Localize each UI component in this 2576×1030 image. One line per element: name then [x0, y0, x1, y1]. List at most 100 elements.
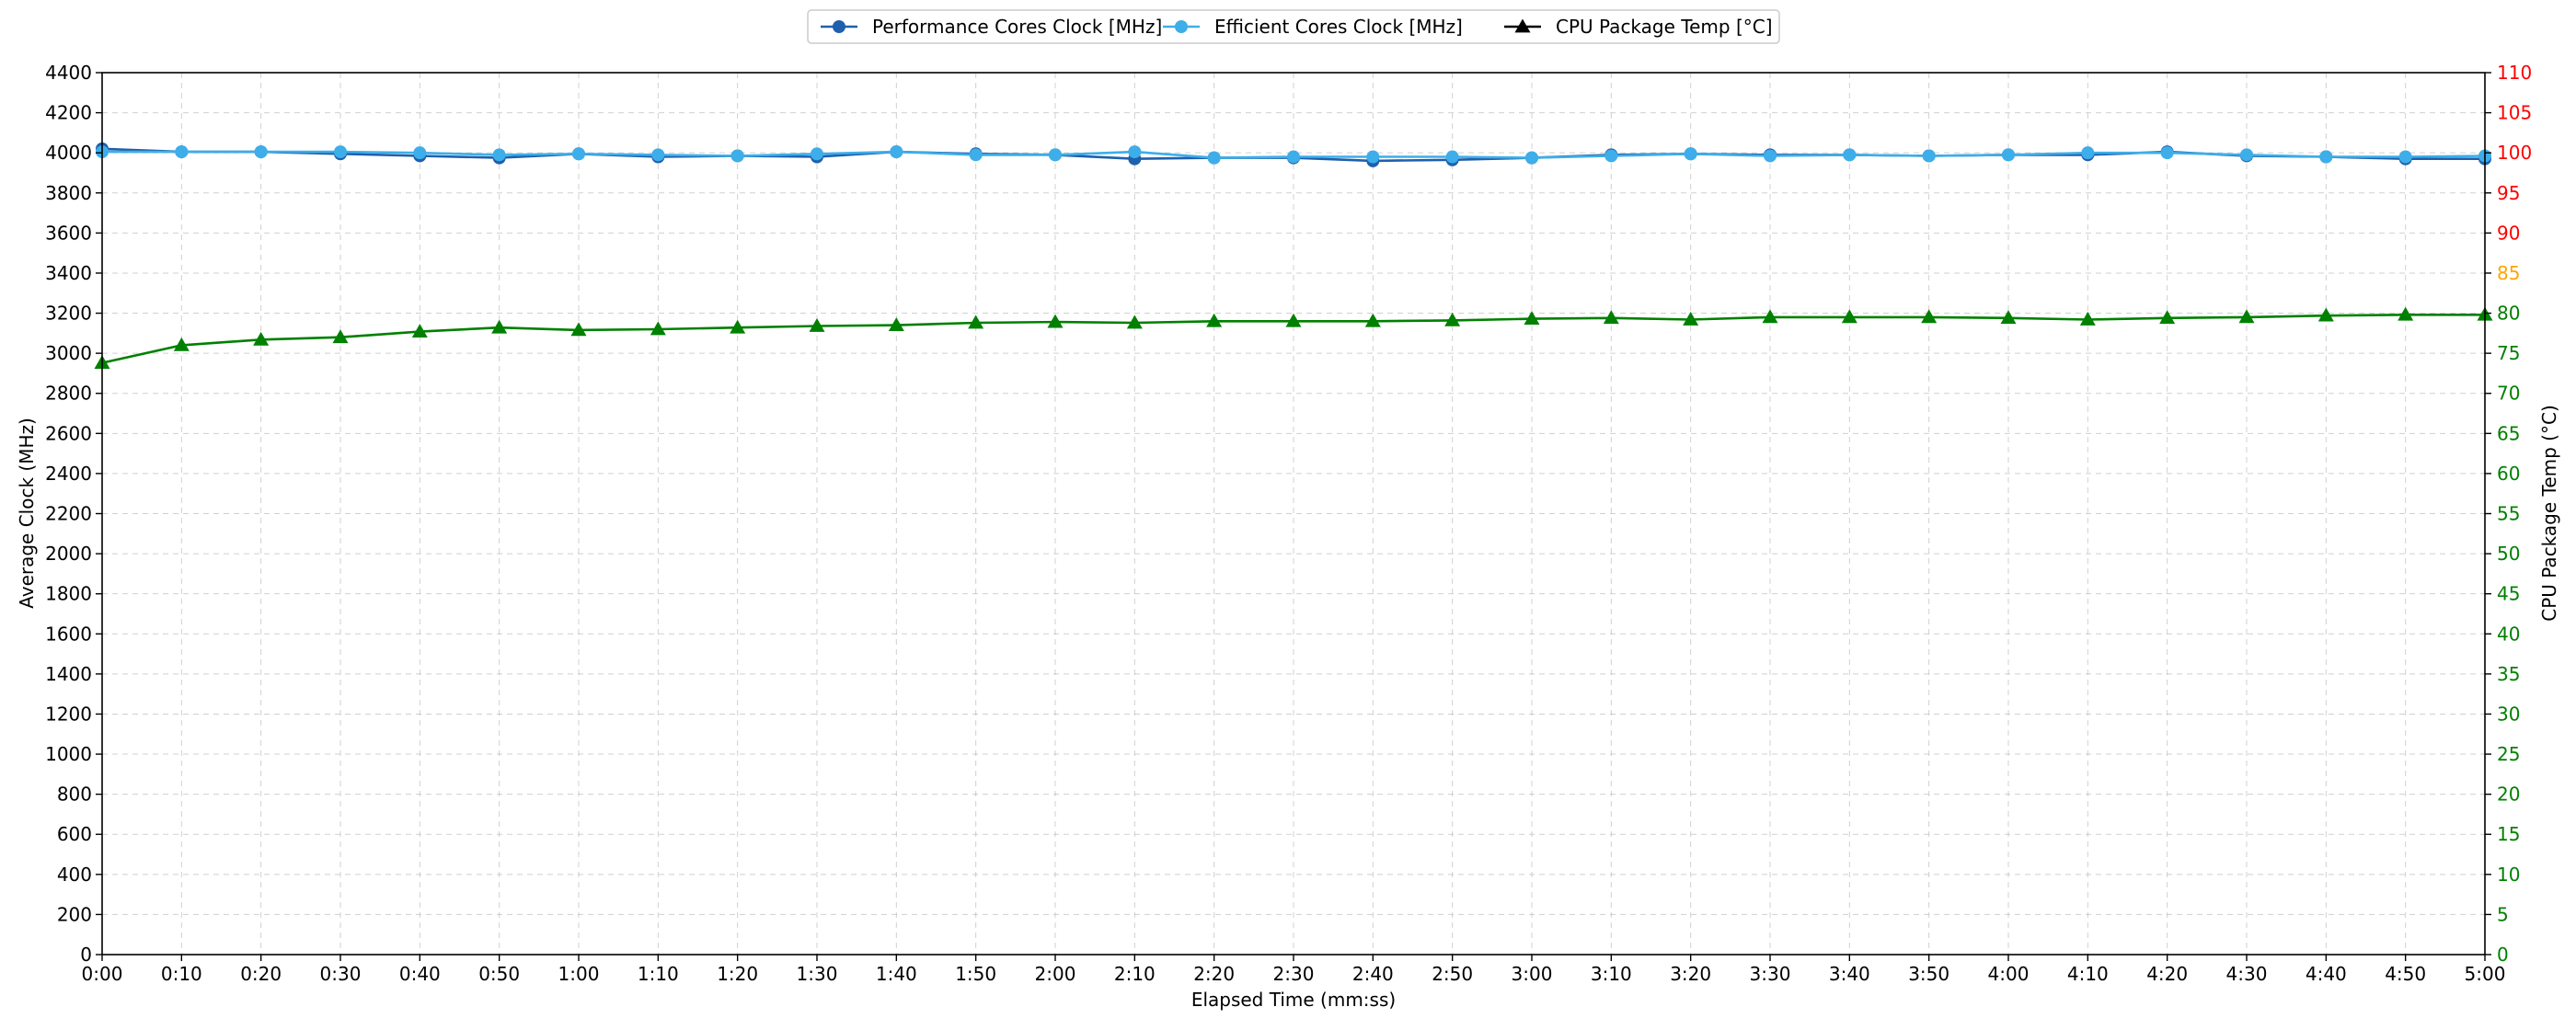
- x-tick-label: 4:50: [2385, 963, 2426, 985]
- legend-item: CPU Package Temp [°C]: [1504, 16, 1773, 38]
- data-point: [411, 324, 428, 338]
- x-tick-label: 1:20: [717, 963, 758, 985]
- data-point: [2079, 312, 2096, 326]
- data-point: [1445, 150, 1459, 164]
- x-tick-label: 0:50: [478, 963, 520, 985]
- data-point: [1684, 147, 1697, 161]
- y-axis-right: 0 5 10 15 20 25 30 35 40 45 50 55 60 65 70 75 80 85 90 95 10…: [2485, 62, 2532, 966]
- y2-tick-label: 35: [2497, 663, 2520, 685]
- y-tick-label: 4000: [45, 142, 92, 164]
- y-tick-label: 2800: [45, 383, 92, 405]
- y2-tick-label: 60: [2497, 463, 2520, 485]
- data-point: [572, 147, 585, 161]
- data-point: [1285, 313, 1302, 327]
- data-point: [492, 148, 506, 162]
- x-tick-label: 4:40: [2306, 963, 2347, 985]
- data-point: [570, 322, 587, 337]
- data-point: [413, 146, 427, 160]
- legend-label: Efficient Cores Clock [MHz]: [1214, 16, 1463, 38]
- x-tick-label: 2:20: [1193, 963, 1235, 985]
- data-point: [1364, 313, 1381, 327]
- data-point: [1841, 309, 1857, 324]
- data-point: [1207, 151, 1221, 165]
- data-point: [1603, 310, 1619, 325]
- x-tick-label: 4:20: [2146, 963, 2188, 985]
- y2-tick-label: 40: [2497, 623, 2520, 645]
- y-tick-label: 800: [57, 784, 92, 806]
- y-tick-label: 4200: [45, 102, 92, 124]
- data-point: [1126, 315, 1143, 329]
- data-point: [1762, 309, 1778, 324]
- x-tick-label: 3:10: [1591, 963, 1632, 985]
- data-point: [2238, 309, 2255, 324]
- legend-box: [807, 9, 1780, 44]
- y2-tick-label: 75: [2497, 342, 2520, 364]
- data-point: [650, 321, 666, 336]
- x-axis-title: Elapsed Time (mm:ss): [1191, 989, 1396, 1011]
- y-tick-label: 4400: [45, 62, 92, 84]
- data-point: [332, 329, 349, 344]
- y2-tick-label: 55: [2497, 503, 2520, 525]
- y-tick-label: 2200: [45, 503, 92, 525]
- y-tick-label: 3200: [45, 303, 92, 325]
- legend-marker: [833, 20, 845, 33]
- x-tick-label: 4:10: [2067, 963, 2109, 985]
- x-tick-label: 2:00: [1035, 963, 1076, 985]
- data-point: [1525, 151, 1538, 165]
- data-point: [1921, 309, 1938, 324]
- y2-tick-label: 20: [2497, 784, 2520, 806]
- data-point: [730, 319, 746, 334]
- data-point: [173, 337, 190, 351]
- data-point: [968, 315, 984, 329]
- y-tick-label: 3400: [45, 262, 92, 284]
- series-2: [96, 145, 2491, 165]
- data-point: [2398, 150, 2412, 164]
- y2-tick-label: 110: [2497, 62, 2532, 84]
- y-tick-label: 1000: [45, 743, 92, 765]
- y2-tick-label: 85: [2497, 262, 2520, 284]
- x-tick-label: 3:50: [1908, 963, 1949, 985]
- data-point: [2000, 310, 2017, 325]
- x-tick-label: 0:30: [320, 963, 362, 985]
- y-tick-label: 3600: [45, 222, 92, 244]
- x-tick-label: 1:00: [558, 963, 600, 985]
- y2-tick-label: 10: [2497, 864, 2520, 886]
- y-tick-label: 2600: [45, 422, 92, 444]
- y2-tick-label: 50: [2497, 543, 2520, 565]
- y-tick-label: 1200: [45, 703, 92, 725]
- x-tick-label: 0:10: [161, 963, 202, 985]
- series-layer: [94, 142, 2493, 369]
- y-tick-label: 0: [80, 944, 92, 966]
- x-tick-label: 4:00: [1988, 963, 2030, 985]
- x-tick-label: 0:00: [82, 963, 123, 985]
- data-point: [730, 149, 744, 163]
- data-point: [1764, 149, 1777, 163]
- y-tick-label: 400: [57, 864, 92, 886]
- y2-tick-label: 80: [2497, 303, 2520, 325]
- data-point: [253, 331, 270, 346]
- y2-tick-label: 30: [2497, 703, 2520, 725]
- y-tick-label: 3000: [45, 342, 92, 364]
- data-point: [1683, 312, 1699, 326]
- legend-label: CPU Package Temp [°C]: [1556, 16, 1773, 38]
- y2-tick-label: 25: [2497, 743, 2520, 765]
- x-tick-label: 0:40: [399, 963, 441, 985]
- x-tick-label: 1:40: [876, 963, 917, 985]
- x-tick-label: 5:00: [2465, 963, 2506, 985]
- legend-item: Efficient Cores Clock [MHz]: [1163, 16, 1463, 38]
- series-3: [94, 306, 2493, 369]
- y2-tick-label: 90: [2497, 222, 2520, 244]
- y-axis-left: 0 200 400 600 800 1000 1200 1400 1600 1800 2000 220…: [45, 62, 102, 966]
- data-point: [1444, 312, 1461, 326]
- legend-label: Performance Cores Clock [MHz]: [872, 16, 1162, 38]
- x-axis: 0:00 0:10 0:20 0:30 0:40 0:50 1:00 1:10 1:20 1:30…: [82, 955, 2506, 985]
- data-point: [809, 317, 825, 332]
- data-point: [1366, 150, 1380, 164]
- x-tick-label: 3:00: [1512, 963, 1553, 985]
- x-tick-label: 0:20: [240, 963, 282, 985]
- x-tick-label: 2:50: [1432, 963, 1473, 985]
- data-point: [1843, 148, 1857, 162]
- data-point: [2398, 306, 2414, 321]
- data-point: [811, 147, 823, 161]
